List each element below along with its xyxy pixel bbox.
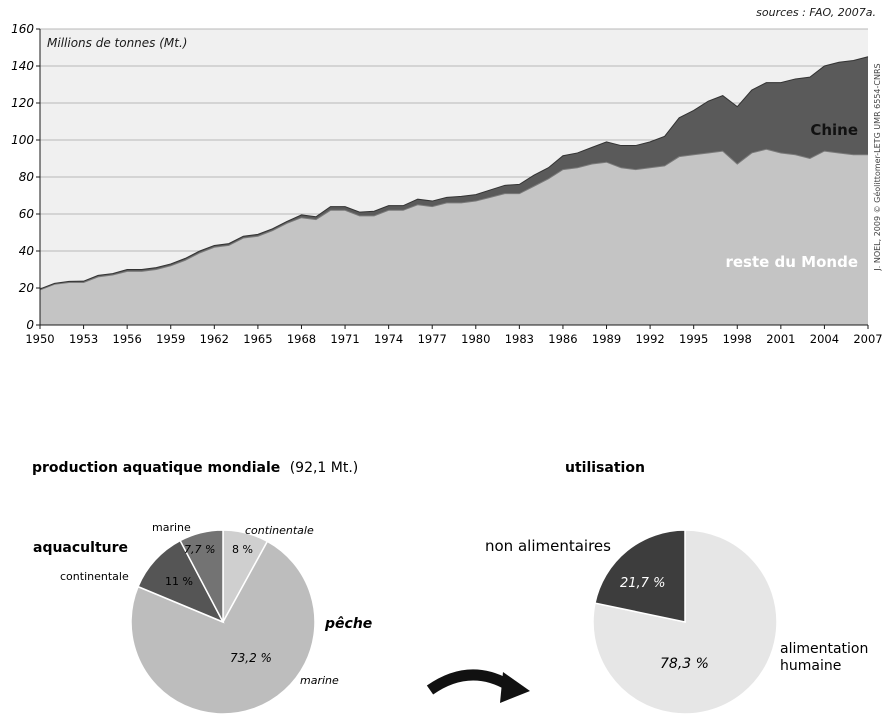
pie1-label-aquaculture: aquaculture — [33, 540, 128, 556]
pie2-value-non-alimentaires: 21,7 % — [620, 576, 665, 591]
x-tick-label: 1965 — [243, 332, 272, 346]
pie-slice-1 — [594, 529, 686, 623]
curved-arrow-icon — [426, 669, 530, 703]
pie-utilisation: utilisation non alimentaires 21,7 % 78,3… — [485, 460, 873, 715]
credit-text: J. NOEL, 2009 © Géolittomer-LETG UMR 655… — [872, 63, 882, 271]
series-label-chine: Chine — [810, 121, 858, 139]
x-tick-label: 2007 — [853, 332, 882, 346]
series-label-reste-du-monde: reste du Monde — [725, 253, 858, 271]
pie2-label-alimentation-line2: humaine — [780, 658, 841, 674]
x-tick-label: 2001 — [766, 332, 795, 346]
pie1-label-peche: pêche — [324, 616, 372, 632]
x-tick-label: 1971 — [330, 332, 359, 346]
pie1-slice-value-aqua-marine: 7,7 % — [184, 543, 215, 556]
pie1-slice-label-peche-marine: marine — [300, 674, 339, 687]
source-note: sources : FAO, 2007a. — [756, 6, 876, 19]
pie2-label-alimentation: alimentation humaine — [780, 641, 873, 674]
y-tick-label: 60 — [19, 207, 35, 221]
y-axis-ticks: 0 20 40 60 80 100 120 140 160 — [11, 22, 40, 332]
y-tick-label: 20 — [19, 281, 35, 295]
y-tick-label: 0 — [26, 318, 34, 332]
series-line-total — [39, 56, 869, 290]
pie2-label-alimentation-line1: alimentation — [780, 641, 868, 657]
x-tick-label: 1995 — [679, 332, 708, 346]
pie2-title: utilisation — [565, 460, 645, 476]
y-tick-label: 120 — [11, 96, 34, 110]
pie1-slices — [130, 529, 316, 715]
x-axis-ticks: 1950 1953 1956 1959 1962 1965 1968 1971 1974 1977… — [25, 325, 883, 346]
x-tick-label: 1968 — [287, 332, 316, 346]
pie2-value-alimentation: 78,3 % — [660, 656, 709, 672]
x-tick-label: 1998 — [723, 332, 752, 346]
y-tick-label: 80 — [19, 170, 35, 184]
x-tick-label: 1992 — [635, 332, 664, 346]
y-tick-label: 140 — [11, 59, 34, 73]
pie-slice-1 — [130, 540, 316, 715]
x-tick-label: 1950 — [25, 332, 54, 346]
x-tick-label: 1959 — [156, 332, 185, 346]
x-tick-label: 1962 — [200, 332, 229, 346]
y-tick-label: 160 — [11, 22, 34, 36]
x-tick-label: 1980 — [461, 332, 490, 346]
pie1-slice-value-peche-continentale: 8 % — [232, 543, 253, 556]
pie2-slices — [592, 529, 778, 715]
x-tick-label: 2004 — [810, 332, 839, 346]
pie1-slice-label-aqua-marine: marine — [152, 521, 191, 534]
pie1-slice-label-aqua-continentale: continentale — [60, 570, 129, 583]
pie2-label-non-alimentaires: non alimentaires — [485, 537, 611, 555]
x-tick-label: 1953 — [69, 332, 98, 346]
x-tick-label: 1974 — [374, 332, 403, 346]
pie1-slice-value-aqua-continentale: 11 % — [165, 575, 193, 588]
y-tick-label: 40 — [19, 244, 35, 258]
pie1-slice-value-peche-marine: 73,2 % — [230, 651, 272, 665]
pie-production: production aquatique mondiale (92,1 Mt.)… — [32, 460, 372, 715]
y-axis-label: Millions de tonnes (Mt.) — [47, 36, 187, 50]
series-area-reste-du-monde — [40, 149, 868, 325]
pie-slice-3 — [179, 529, 224, 623]
y-tick-label: 100 — [11, 133, 34, 147]
x-tick-label: 1986 — [548, 332, 577, 346]
pie1-title-bold: production aquatique mondiale — [32, 460, 280, 476]
series-line-reste-du-monde — [39, 148, 868, 291]
x-tick-label: 1989 — [592, 332, 621, 346]
pie1-title: production aquatique mondiale (92,1 Mt.) — [32, 460, 358, 476]
pie1-slice-label-peche-continentale: continentale — [245, 524, 314, 537]
x-tick-label: 1977 — [418, 332, 447, 346]
x-tick-label: 1983 — [505, 332, 534, 346]
x-tick-label: 1956 — [113, 332, 142, 346]
pie1-title-rest: (92,1 Mt.) — [290, 460, 359, 476]
